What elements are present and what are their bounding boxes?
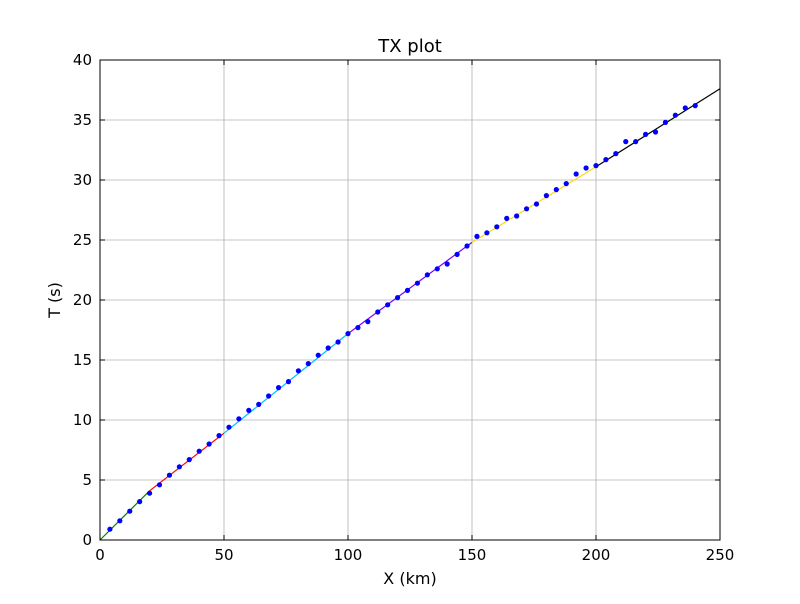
data-point (414, 280, 421, 286)
data-point (196, 448, 202, 454)
data-point (464, 243, 470, 249)
data-point (514, 213, 520, 219)
data-point (315, 352, 321, 358)
data-point (285, 379, 292, 385)
data-point (434, 266, 440, 272)
data-point (117, 518, 123, 524)
y-tick-label: 0 (82, 531, 92, 549)
data-point (672, 112, 678, 118)
data-point (573, 171, 579, 177)
data-point (335, 339, 341, 345)
data-point (593, 163, 599, 169)
y-tick-label: 15 (73, 351, 92, 369)
data-point (295, 368, 301, 374)
data-point (375, 309, 381, 315)
data-point (494, 224, 500, 230)
data-point (395, 295, 401, 301)
data-point (166, 472, 173, 478)
y-tick-label: 10 (73, 411, 92, 429)
fit-segment-line (347, 241, 473, 335)
data-point (523, 206, 530, 212)
data-point (533, 201, 540, 207)
data-point (444, 261, 450, 267)
axis-ticks (99, 59, 721, 541)
chart-title: TX plot (377, 36, 442, 57)
y-tick-label: 25 (73, 231, 92, 249)
x-tick-label: 0 (95, 546, 105, 564)
y-tick-label: 35 (73, 111, 92, 129)
data-point (603, 157, 609, 163)
data-point (226, 424, 232, 430)
data-point (643, 131, 649, 137)
x-tick-label: 250 (706, 546, 735, 564)
data-point (474, 233, 480, 239)
data-point (246, 407, 252, 413)
x-axis-label: X (km) (383, 569, 436, 588)
data-point (623, 139, 629, 145)
data-point (682, 105, 688, 111)
x-tick-label: 100 (334, 546, 363, 564)
data-point (692, 103, 698, 109)
data-point (266, 393, 272, 399)
fit-segment-line (99, 490, 151, 541)
data-point (275, 385, 282, 391)
data-point (553, 187, 559, 193)
data-point (633, 139, 639, 145)
data-point (385, 302, 391, 308)
data-point (365, 319, 371, 325)
data-point (137, 499, 143, 505)
data-points (107, 103, 698, 532)
data-point (484, 230, 490, 236)
data-point (206, 441, 212, 447)
data-point (147, 490, 153, 496)
data-point (156, 482, 163, 488)
data-point (662, 119, 669, 125)
data-point (404, 287, 411, 293)
data-point (504, 215, 510, 221)
fit-segment-line (149, 432, 225, 492)
y-tick-labels: 0 5 10 15 20 25 30 35 40 (73, 51, 92, 549)
y-axis-label: T (s) (45, 282, 64, 319)
data-point (236, 416, 242, 422)
data-point (176, 464, 182, 470)
data-point (305, 361, 311, 367)
data-point (613, 151, 619, 157)
data-point (563, 181, 569, 187)
data-point (127, 508, 133, 514)
data-point (345, 331, 351, 337)
x-tick-label: 200 (582, 546, 611, 564)
data-point (216, 433, 222, 439)
data-point (543, 193, 550, 199)
x-tick-label: 150 (458, 546, 487, 564)
data-point (454, 251, 460, 257)
data-point (424, 272, 430, 278)
data-point (186, 457, 192, 463)
data-point (355, 325, 361, 331)
y-tick-label: 40 (73, 51, 92, 69)
data-point (107, 526, 113, 532)
y-tick-label: 20 (73, 291, 92, 309)
y-tick-label: 30 (73, 171, 92, 189)
data-point (583, 165, 589, 171)
data-point (652, 129, 659, 135)
y-tick-label: 5 (82, 471, 92, 489)
x-tick-label: 50 (214, 546, 233, 564)
data-point (325, 345, 331, 351)
data-point (256, 401, 262, 407)
x-tick-labels: 0 50 100 150 200 250 (95, 546, 734, 564)
